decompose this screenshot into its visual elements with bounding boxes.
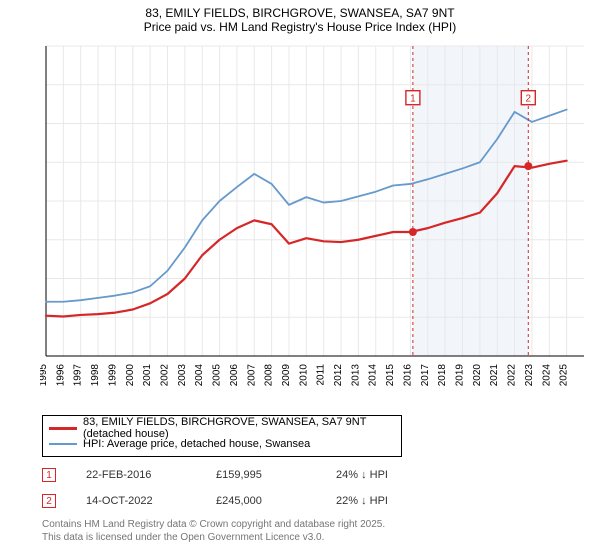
svg-text:2009: 2009 [281, 364, 292, 387]
svg-text:2001: 2001 [142, 364, 153, 387]
title-block: 83, EMILY FIELDS, BIRCHGROVE, SWANSEA, S… [0, 0, 600, 36]
svg-text:2017: 2017 [420, 364, 431, 387]
transaction-pct: 24% ↓ HPI [336, 469, 456, 481]
svg-text:1998: 1998 [90, 364, 101, 387]
chart-svg: £0£50K£100K£150K£200K£250K£300K£350K£400… [40, 40, 590, 400]
chart-area: £0£50K£100K£150K£200K£250K£300K£350K£400… [40, 40, 590, 400]
svg-text:2007: 2007 [246, 364, 257, 387]
title-subtitle: Price paid vs. HM Land Registry's House … [0, 20, 600, 34]
svg-text:2003: 2003 [177, 364, 188, 387]
chart-container: 83, EMILY FIELDS, BIRCHGROVE, SWANSEA, S… [0, 0, 600, 560]
legend-swatch-hpi [49, 443, 77, 445]
svg-text:2014: 2014 [368, 364, 379, 387]
svg-text:1996: 1996 [55, 364, 66, 387]
svg-text:2020: 2020 [472, 364, 483, 387]
legend-label-price: 83, EMILY FIELDS, BIRCHGROVE, SWANSEA, S… [83, 416, 395, 440]
svg-text:2024: 2024 [541, 364, 552, 387]
svg-text:1999: 1999 [107, 364, 118, 387]
svg-text:2025: 2025 [559, 364, 570, 387]
svg-text:2006: 2006 [229, 364, 240, 387]
transaction-marker-icon: 1 [42, 468, 56, 482]
transaction-price: £245,000 [216, 495, 336, 507]
legend-label-hpi: HPI: Average price, detached house, Swan… [83, 438, 310, 450]
legend-box: 83, EMILY FIELDS, BIRCHGROVE, SWANSEA, S… [42, 415, 402, 457]
transaction-marker-number: 2 [46, 496, 52, 507]
svg-text:2016: 2016 [402, 364, 413, 387]
transaction-price: £159,995 [216, 469, 336, 481]
legend-swatch-price [49, 427, 77, 430]
svg-text:2015: 2015 [385, 364, 396, 387]
svg-text:2002: 2002 [159, 364, 170, 387]
svg-text:2013: 2013 [350, 364, 361, 387]
svg-text:2004: 2004 [194, 364, 205, 387]
svg-text:2019: 2019 [455, 364, 466, 387]
transaction-marker-icon: 2 [42, 494, 56, 508]
svg-text:1995: 1995 [40, 364, 49, 387]
transaction-row: 2 14-OCT-2022 £245,000 22% ↓ HPI [42, 488, 582, 514]
svg-text:2010: 2010 [298, 364, 309, 387]
svg-text:2018: 2018 [437, 364, 448, 387]
transaction-row: 1 22-FEB-2016 £159,995 24% ↓ HPI [42, 462, 582, 488]
svg-text:2012: 2012 [333, 364, 344, 387]
svg-text:2000: 2000 [125, 364, 136, 387]
svg-text:2: 2 [526, 94, 532, 105]
transaction-marker-number: 1 [46, 470, 52, 481]
transaction-pct: 22% ↓ HPI [336, 495, 456, 507]
transaction-date: 14-OCT-2022 [86, 495, 216, 507]
svg-text:1997: 1997 [73, 364, 84, 387]
attribution-line2: This data is licensed under the Open Gov… [42, 531, 385, 544]
svg-text:1: 1 [410, 94, 416, 105]
svg-text:2021: 2021 [489, 364, 500, 387]
svg-text:2023: 2023 [524, 364, 535, 387]
svg-text:2011: 2011 [316, 364, 327, 386]
attribution-line1: Contains HM Land Registry data © Crown c… [42, 518, 385, 531]
title-address: 83, EMILY FIELDS, BIRCHGROVE, SWANSEA, S… [0, 6, 600, 20]
svg-text:2005: 2005 [212, 364, 223, 387]
svg-text:2022: 2022 [507, 364, 518, 387]
transaction-date: 22-FEB-2016 [86, 469, 216, 481]
attribution-text: Contains HM Land Registry data © Crown c… [42, 518, 385, 544]
svg-text:2008: 2008 [264, 364, 275, 387]
legend-row: 83, EMILY FIELDS, BIRCHGROVE, SWANSEA, S… [49, 420, 395, 436]
transaction-table: 1 22-FEB-2016 £159,995 24% ↓ HPI 2 14-OC… [42, 462, 582, 514]
